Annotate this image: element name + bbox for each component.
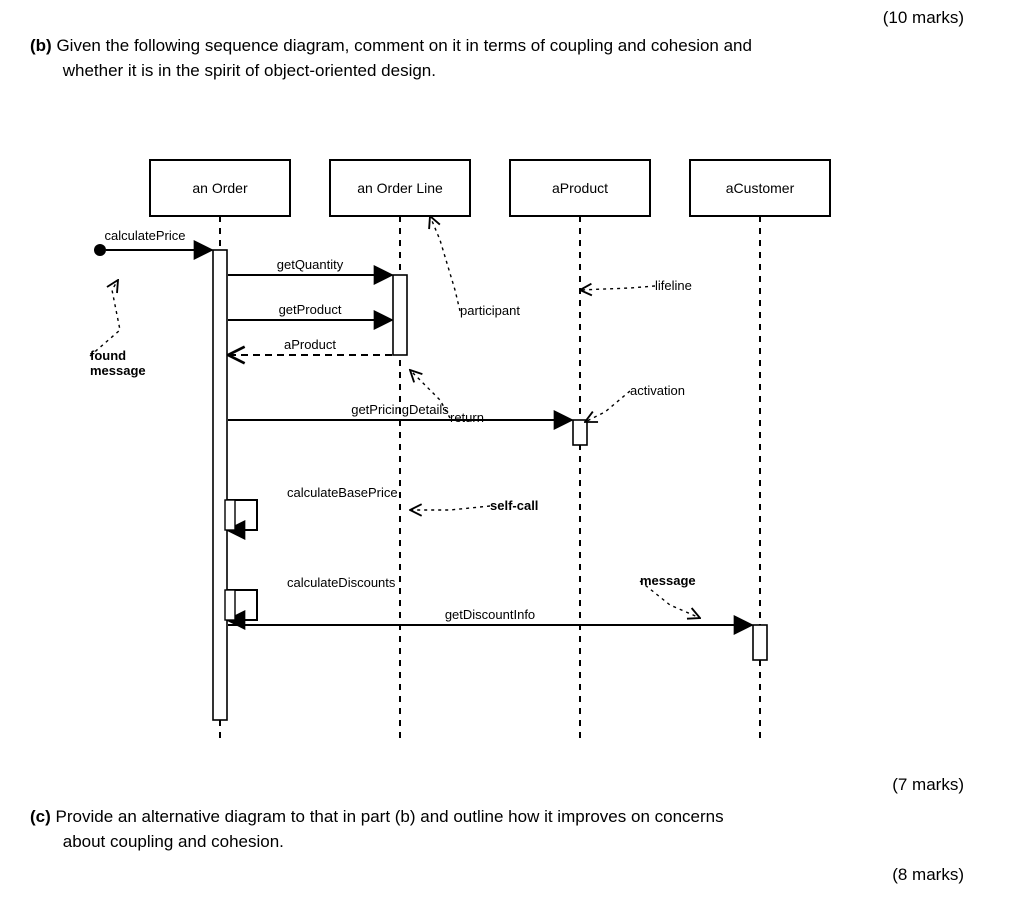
q-c-label: (c): [30, 807, 51, 826]
svg-text:getPricingDetails: getPricingDetails: [351, 402, 449, 417]
svg-text:calculatePrice: calculatePrice: [105, 228, 186, 243]
svg-text:foundmessage: foundmessage: [90, 348, 146, 378]
svg-text:message: message: [640, 573, 696, 588]
sequence-diagram: an Order an Order Line aProduct aCustomer ca…: [60, 140, 930, 750]
marks-bot: (8 marks): [892, 865, 964, 885]
svg-text:return: return: [450, 410, 484, 425]
q-b-text2: whether it is in the spirit of object-or…: [63, 61, 436, 80]
marks-top: (10 marks): [883, 8, 964, 28]
sequence-diagram-svg: an Order an Order Line aProduct aCustomer ca…: [60, 140, 930, 750]
svg-text:calculateBasePrice: calculateBasePrice: [287, 485, 398, 500]
marks-mid: (7 marks): [892, 775, 964, 795]
svg-text:lifeline: lifeline: [655, 278, 692, 293]
svg-text:aCustomer: aCustomer: [726, 180, 795, 196]
svg-text:getDiscountInfo: getDiscountInfo: [445, 607, 535, 622]
question-c: (c) Provide an alternative diagram to th…: [30, 805, 984, 854]
q-b-text1: Given the following sequence diagram, co…: [56, 36, 752, 55]
svg-text:self-call: self-call: [490, 498, 538, 513]
svg-text:participant: participant: [460, 303, 520, 318]
svg-text:getQuantity: getQuantity: [277, 257, 344, 272]
page: { "marks": { "top": "(10 marks)", "mid":…: [0, 0, 1024, 899]
q-b-label: (b): [30, 36, 52, 55]
svg-text:calculateDiscounts: calculateDiscounts: [287, 575, 396, 590]
svg-text:aProduct: aProduct: [552, 180, 608, 196]
svg-text:an Order Line: an Order Line: [357, 180, 443, 196]
q-c-text1: Provide an alternative diagram to that i…: [56, 807, 724, 826]
question-b: (b) Given the following sequence diagram…: [30, 34, 984, 83]
svg-text:an Order: an Order: [192, 180, 248, 196]
svg-text:aProduct: aProduct: [284, 337, 336, 352]
svg-text:activation: activation: [630, 383, 685, 398]
q-c-text2: about coupling and cohesion.: [63, 832, 284, 851]
svg-text:getProduct: getProduct: [279, 302, 342, 317]
